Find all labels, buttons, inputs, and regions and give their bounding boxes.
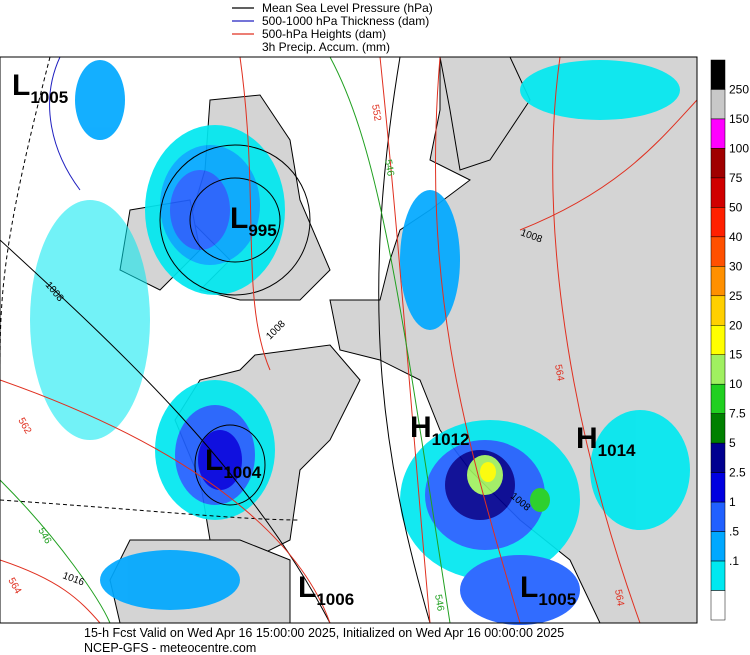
colorbar-label: 7.5 — [729, 407, 746, 421]
colorbar-label: 150 — [729, 112, 749, 126]
colorbar-label: 100 — [729, 141, 749, 155]
pressure-center: H1012 — [410, 411, 470, 449]
contour-label: 564 — [612, 589, 626, 608]
contours — [0, 56, 698, 624]
pressure-center: L1005 — [520, 571, 576, 609]
colorbar-cell — [710, 531, 726, 562]
center-letter: L — [230, 202, 248, 235]
legend-label: 500-hPa Heights (dam) — [262, 27, 386, 41]
legend-label: Mean Sea Level Pressure (hPa) — [262, 1, 433, 15]
colorbar-cell — [710, 413, 726, 444]
colorbar-cell — [710, 177, 726, 208]
center-letter: L — [298, 571, 316, 604]
colorbar-label: 250 — [729, 82, 749, 96]
pressure-center: H1014 — [576, 422, 636, 460]
pressure-center: L1005 — [12, 69, 68, 107]
colorbar-label: 1 — [729, 495, 736, 509]
center-letter: H — [410, 411, 432, 444]
legend-label: 500-1000 hPa Thickness (dam) — [262, 14, 429, 28]
colorbar-cell — [710, 236, 726, 267]
colorbar-label: 2.5 — [729, 466, 746, 480]
center-value: 1005 — [30, 88, 68, 107]
center-letter: L — [12, 69, 30, 102]
colorbar-label: .5 — [729, 525, 739, 539]
footer-line: 15-h Fcst Valid on Wed Apr 16 15:00:00 2… — [84, 626, 564, 640]
colorbar-cell — [710, 383, 726, 414]
colorbar-cell — [710, 295, 726, 326]
colorbar-cell — [710, 59, 726, 90]
colorbar-cell — [710, 207, 726, 238]
colorbar-cell — [710, 442, 726, 473]
colorbar-cell — [710, 560, 726, 591]
colorbar-label: 15 — [729, 348, 743, 362]
contour-label: 546 — [382, 159, 396, 178]
footer-line: NCEP-GFS - meteocentre.com — [84, 641, 256, 655]
colorbar-label: 50 — [729, 200, 743, 214]
legend-label: 3h Precip. Accum. (mm) — [262, 40, 390, 54]
colorbar-cell — [710, 325, 726, 355]
pressure-center: L1004 — [205, 444, 262, 482]
colorbar-label: 25 — [729, 289, 743, 303]
center-letter: H — [576, 422, 598, 455]
center-value: 1005 — [538, 590, 576, 609]
colorbar-cell — [710, 354, 726, 385]
map-frame — [0, 56, 698, 624]
center-value: 1014 — [598, 441, 636, 460]
pressure-center: L995 — [230, 202, 277, 240]
colorbar-cell — [710, 148, 726, 179]
center-value: 1012 — [432, 430, 470, 449]
center-value: 1004 — [223, 463, 261, 482]
center-letter: L — [520, 571, 538, 604]
colorbar-label: .1 — [729, 554, 739, 568]
colorbar-cell — [710, 590, 726, 621]
contour-label: 564 — [552, 364, 566, 383]
colorbar-label: 40 — [729, 230, 743, 244]
colorbar-cell — [710, 501, 726, 532]
contour-label: 546 — [432, 594, 446, 613]
colorbar-cell — [710, 118, 726, 149]
colorbar-label: 5 — [729, 436, 736, 450]
colorbar-label: 20 — [729, 318, 743, 332]
colorbar-cell — [710, 266, 726, 297]
colorbar-label: 75 — [729, 171, 743, 185]
colorbar-label: 10 — [729, 377, 743, 391]
precip — [30, 60, 690, 625]
center-letter: L — [205, 444, 223, 477]
colorbar-cell — [710, 472, 726, 503]
colorbar-label: 30 — [729, 259, 743, 273]
contour-label: 552 — [369, 104, 383, 123]
center-value: 995 — [248, 221, 276, 240]
pressure-center: L1006 — [298, 571, 354, 609]
colorbar-cell — [710, 89, 726, 120]
center-value: 1006 — [316, 590, 354, 609]
